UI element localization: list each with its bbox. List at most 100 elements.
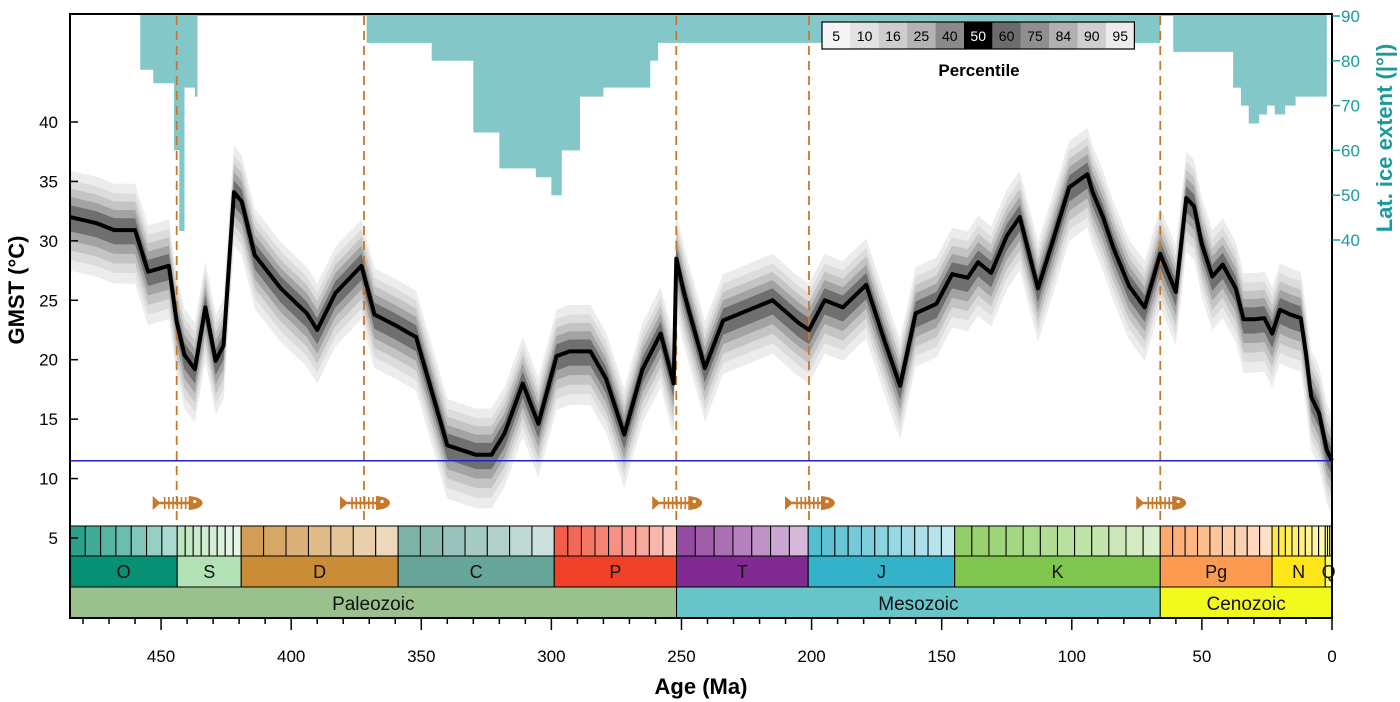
stage-cell	[1246, 525, 1261, 557]
legend-label: 10	[857, 28, 873, 44]
y2-tick-label: 70	[1341, 97, 1360, 116]
stage-cell	[69, 525, 86, 557]
period-p	[553, 555, 678, 588]
stage-cell	[531, 525, 555, 557]
legend-label: 95	[1112, 28, 1128, 44]
legend-cell	[850, 22, 879, 49]
stage-cell	[130, 525, 148, 557]
legend-cell	[1020, 22, 1050, 49]
legend-cell	[1049, 22, 1078, 49]
x-tick-label: 150	[928, 647, 956, 666]
stage-cell	[176, 525, 186, 557]
stage-cell	[927, 525, 942, 557]
stage-cell	[751, 525, 772, 557]
y-tick-label: 35	[39, 172, 58, 191]
period-label: Q	[1322, 562, 1336, 582]
period-c	[397, 555, 555, 588]
fish-skeleton-icon	[652, 496, 703, 510]
legend-label: 40	[942, 28, 958, 44]
fish-tail	[652, 496, 661, 510]
stage-cell	[1304, 525, 1313, 557]
period-d	[240, 555, 399, 588]
stage-cell	[442, 525, 466, 557]
era-paleozoic	[69, 586, 678, 619]
stage-cell	[580, 525, 596, 557]
fish-head	[820, 496, 835, 510]
y-tick-label: 15	[39, 410, 58, 429]
era-label: Mesozoic	[878, 594, 958, 615]
fish-tail	[340, 496, 349, 510]
fish-skeleton-icon	[152, 496, 203, 510]
period-j	[807, 555, 956, 588]
stage-cell	[464, 525, 488, 557]
x-tick-label: 50	[1192, 647, 1211, 666]
stage-cell	[1318, 525, 1326, 557]
stage-cell	[1091, 525, 1110, 557]
fish-eye	[1176, 499, 1180, 504]
stage-cell	[635, 525, 650, 557]
stage-cell	[954, 525, 973, 557]
stage-cell	[1271, 525, 1280, 557]
stage-cell	[1142, 525, 1161, 557]
fish-skeleton-icon	[340, 496, 391, 510]
stage-cell	[161, 525, 178, 557]
legend-label: 50	[970, 28, 986, 44]
period-s	[176, 555, 242, 588]
y-tick-label: 20	[39, 351, 58, 370]
y-tick-label: 40	[39, 113, 58, 132]
legend-label: 16	[885, 28, 901, 44]
stage-cell	[352, 525, 377, 557]
stage-cell	[648, 525, 664, 557]
legend-label: 60	[999, 28, 1015, 44]
stage-cell	[594, 525, 610, 557]
fish-eye	[692, 499, 696, 504]
legend-frame	[821, 21, 1135, 50]
stage-cell	[662, 525, 678, 557]
stage-cell	[115, 525, 132, 557]
legend-cell	[992, 22, 1021, 49]
period-label: Pg	[1205, 562, 1227, 582]
stage-cell	[874, 525, 889, 557]
era-label: Paleozoic	[332, 594, 414, 615]
y-tick-label: 10	[39, 470, 58, 489]
stage-cell	[1172, 525, 1186, 557]
legend-cell	[1106, 22, 1135, 49]
stage-cell	[285, 525, 309, 557]
ice-extent-area	[140, 14, 1327, 232]
x-tick-label: 400	[277, 647, 305, 666]
fish-skeleton-icon	[784, 496, 835, 510]
stage-cell	[887, 525, 902, 557]
x-tick-label: 300	[537, 647, 565, 666]
stage-cell	[1311, 525, 1320, 557]
fish-eye	[380, 499, 384, 504]
period-label: T	[737, 562, 748, 582]
stage-cell	[621, 525, 637, 557]
stage-cell	[567, 525, 582, 557]
percentile-legend: Percentile 5 10 16 25 40 50 60 75 84 90 95	[821, 21, 1135, 80]
legend-title: Percentile	[938, 61, 1019, 80]
stage-cell	[232, 525, 242, 557]
stage-cell	[860, 525, 876, 557]
stage-cell	[971, 525, 990, 557]
stage-cell	[1197, 525, 1211, 557]
x-tick-label: 350	[407, 647, 435, 666]
percentile-band-4	[70, 154, 1332, 485]
x-tick-label: 100	[1058, 647, 1086, 666]
legend-label: 5	[832, 28, 840, 44]
stage-cell	[732, 525, 753, 557]
stage-cell	[263, 525, 287, 557]
legend-label: 84	[1056, 28, 1072, 44]
stage-cell	[788, 525, 809, 557]
period-n	[1271, 555, 1326, 588]
stage-cell	[821, 525, 836, 557]
stage-cell	[1056, 525, 1076, 557]
stage-cell	[847, 525, 862, 557]
period-o	[69, 555, 178, 588]
geologic-timescale: O S D C P T J K Pg N Q Paleozoic Mesozoic Cenozoic	[69, 525, 1336, 619]
stage-cell	[1259, 525, 1273, 557]
period-label: S	[203, 562, 215, 582]
y-axis-title: GMST (°C)	[4, 235, 29, 344]
period-label: O	[117, 562, 131, 582]
y2-tick-label: 60	[1341, 141, 1360, 160]
stage-cell	[1039, 525, 1058, 557]
